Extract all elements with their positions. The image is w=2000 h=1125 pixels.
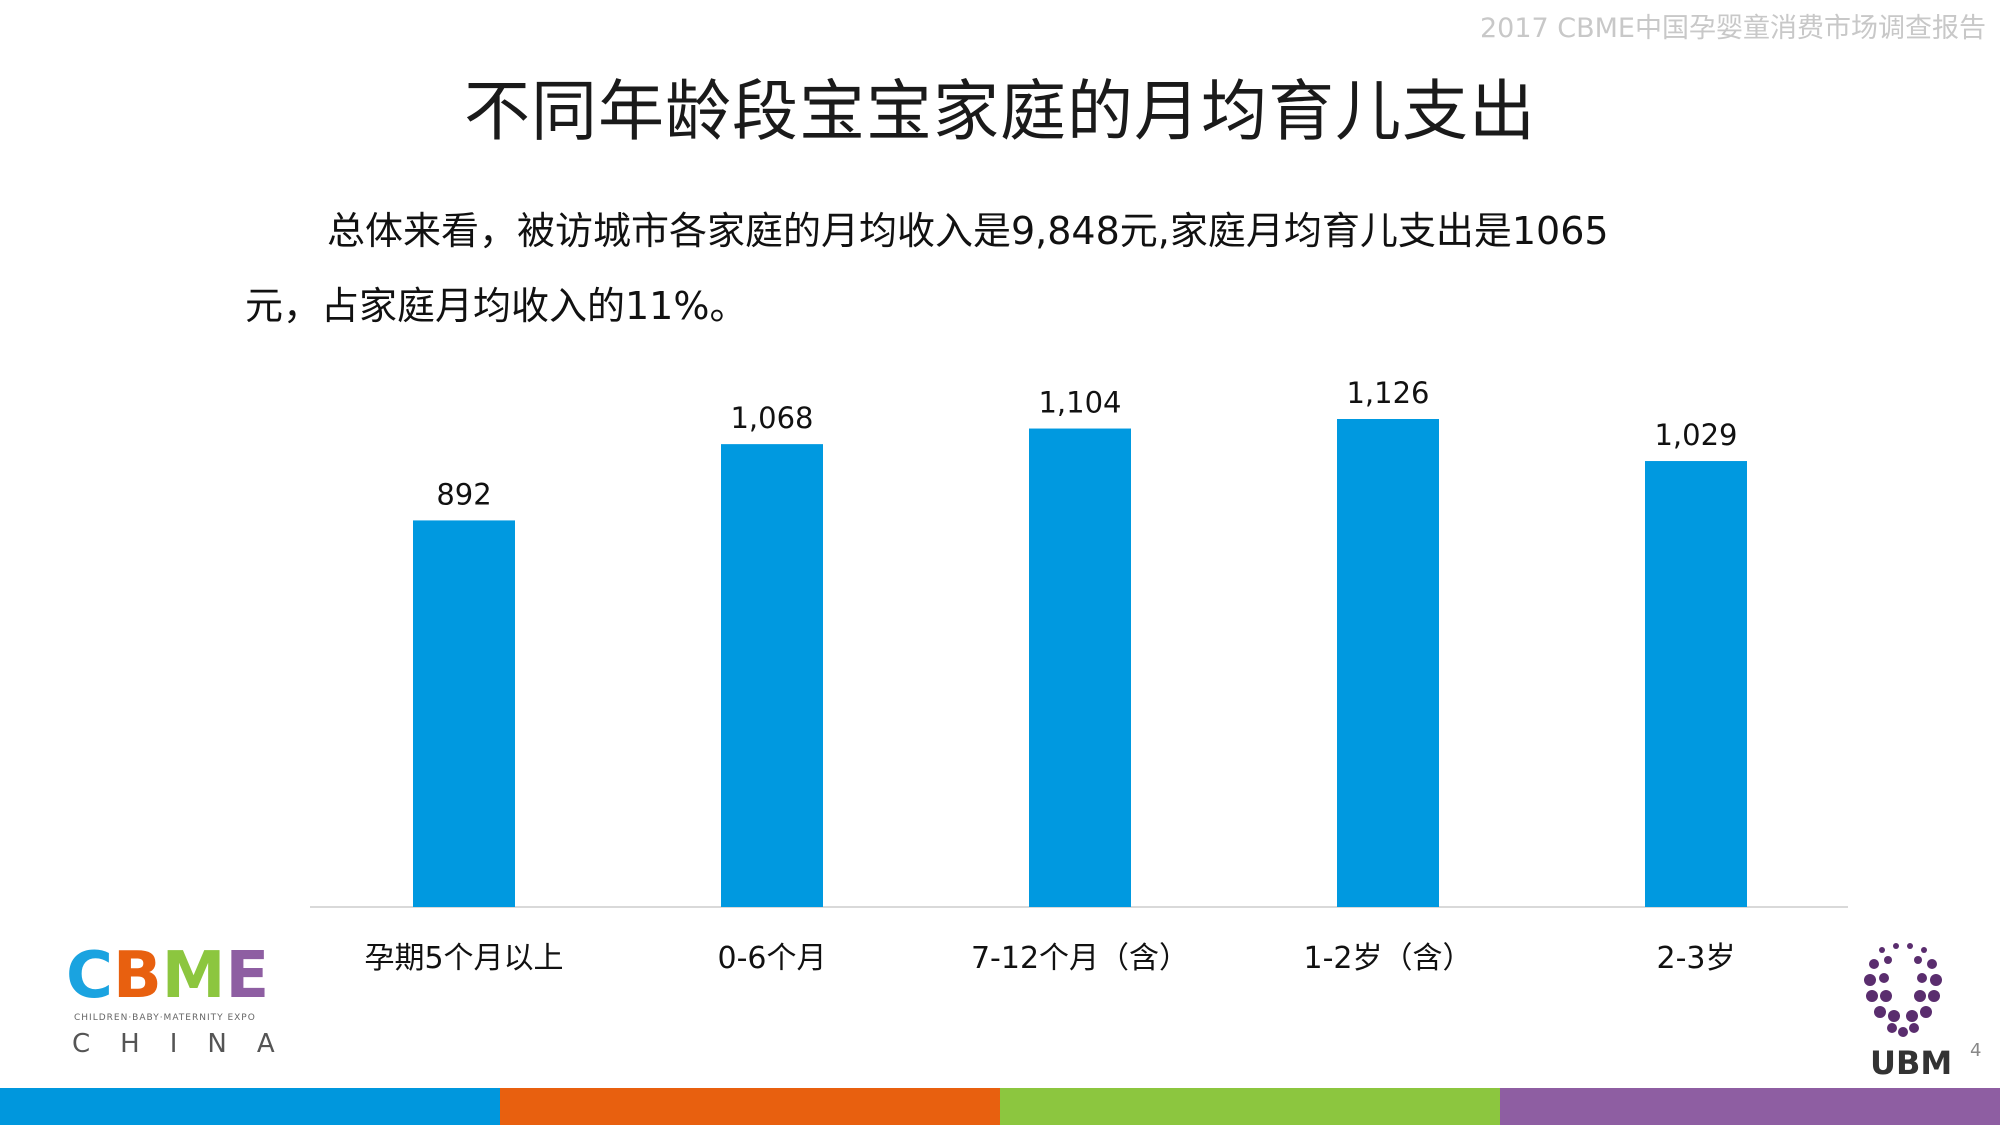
ubm-logo-dot	[1864, 974, 1876, 986]
ubm-logo-dot	[1914, 990, 1926, 1002]
category-label: 0-6个月	[718, 941, 827, 976]
bar-value-label: 1,126	[1346, 376, 1429, 410]
ubm-logo-dot	[1884, 956, 1892, 964]
ubm-logo-dot	[1906, 1010, 1918, 1022]
summary-line-1: 总体来看，被访城市各家庭的月均收入是9,848元,家庭月均育儿支出是1065	[327, 209, 1609, 253]
category-label: 2-3岁	[1657, 941, 1736, 976]
ubm-logo: UBM	[1852, 938, 1952, 1088]
bar-1	[721, 444, 823, 907]
bar-value-label: 1,029	[1654, 418, 1737, 452]
ubm-logo-dot	[1921, 947, 1927, 953]
category-label: 7-12个月（含）	[971, 941, 1189, 976]
bars-group: 892 孕期5个月以上 1,068 0-6个月 1,104 7-12个月（含） 1,126 1…	[364, 376, 1747, 976]
summary-line-2: 元，占家庭月均收入的11%。	[245, 284, 748, 328]
page-number: 4	[1970, 1040, 1982, 1061]
ubm-logo-dot	[1893, 943, 1899, 949]
ubm-logo-dot	[1909, 1023, 1919, 1033]
cbme-logo-letters: CBME	[66, 939, 270, 1013]
cbme-tagline: CHILDREN·BABY·MATERNITY EXPO	[74, 1013, 256, 1023]
cbme-letter-b: B	[112, 939, 162, 1013]
report-header: 2017 CBME中国孕婴童消费市场调查报告	[1479, 13, 1986, 44]
cbme-china-text: CHINA	[72, 1029, 305, 1059]
bar-value-label: 1,104	[1038, 386, 1121, 420]
ubm-logo-mark	[1864, 943, 1942, 1037]
ubm-logo-text: UBM	[1870, 1044, 1953, 1082]
ubm-logo-dot	[1927, 959, 1937, 969]
slide-title: 不同年龄段宝宝家庭的月均育儿支出	[464, 73, 1536, 150]
cbme-letter-c: C	[66, 939, 113, 1013]
cbme-logo: CBME CHILDREN·BABY·MATERNITY EXPO CHINA	[66, 939, 296, 1065]
bar-4	[1645, 461, 1747, 907]
stripe-segment-blue	[0, 1088, 500, 1125]
ubm-logo-dot	[1869, 959, 1879, 969]
bar-value-label: 1,068	[730, 401, 813, 435]
ubm-logo-dot	[1907, 943, 1913, 949]
bar-0	[413, 520, 515, 907]
ubm-logo-dot	[1874, 1006, 1886, 1018]
stripe-segment-purple	[1500, 1088, 2000, 1125]
ubm-logo-dot	[1930, 974, 1942, 986]
ubm-logo-dot	[1866, 990, 1878, 1002]
ubm-logo-dot	[1914, 956, 1922, 964]
ubm-logo-dot	[1879, 947, 1885, 953]
bar-value-label: 892	[436, 477, 491, 511]
category-label: 1-2岁（含）	[1304, 941, 1473, 976]
stripe-segment-green	[1000, 1088, 1500, 1125]
ubm-logo-dot	[1898, 1027, 1908, 1037]
bar-2	[1029, 428, 1131, 907]
ubm-logo-dot	[1879, 973, 1889, 983]
ubm-logo-dot	[1887, 1023, 1897, 1033]
stripe-segment-orange	[500, 1088, 1000, 1125]
ubm-logo-dot	[1917, 973, 1927, 983]
bar-3	[1337, 419, 1439, 907]
ubm-logo-dot	[1888, 1010, 1900, 1022]
ubm-logo-dot	[1928, 990, 1940, 1002]
bottom-color-stripe	[0, 1088, 2000, 1125]
ubm-logo-dot	[1880, 990, 1892, 1002]
summary-text: 总体来看，被访城市各家庭的月均收入是9,848元,家庭月均育儿支出是1065 元…	[245, 194, 1705, 344]
cbme-letter-e: E	[225, 939, 270, 1013]
category-label: 孕期5个月以上	[364, 941, 563, 976]
cbme-letter-m: M	[161, 939, 226, 1013]
ubm-logo-dot	[1920, 1006, 1932, 1018]
